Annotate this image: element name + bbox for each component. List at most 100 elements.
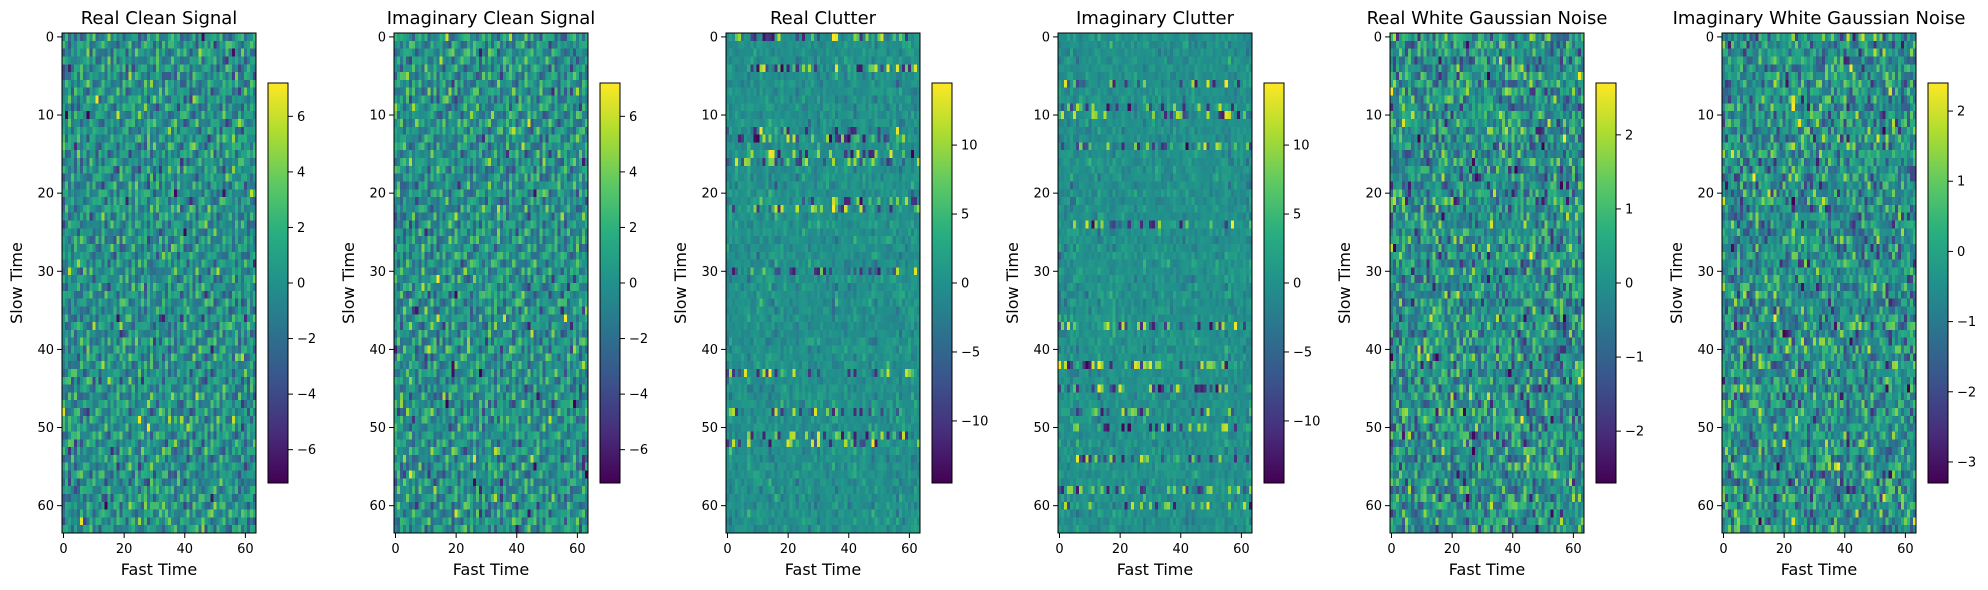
heatmap-cell <box>246 361 251 370</box>
heatmap-cell <box>162 439 166 448</box>
heatmap-cell <box>186 400 190 409</box>
heatmap-cell <box>225 79 230 89</box>
heatmap-cell <box>119 118 123 128</box>
heatmap-cell <box>128 189 133 198</box>
heatmap-cell <box>165 251 169 260</box>
heatmap-cell <box>237 72 242 81</box>
heatmap-cell <box>125 243 130 253</box>
heatmap-cell <box>497 33 501 42</box>
heatmap-cell <box>530 95 534 104</box>
heatmap-cell <box>228 431 233 440</box>
heatmap-cell <box>252 493 257 503</box>
heatmap-cell <box>83 72 87 81</box>
heatmap-cell <box>180 56 184 65</box>
heatmap-cell <box>225 290 230 299</box>
heatmap-cell <box>152 447 157 456</box>
heatmap-cell <box>143 345 148 354</box>
heatmap-cell <box>533 95 537 104</box>
heatmap-cell <box>228 197 233 206</box>
heatmap-cell <box>92 392 96 401</box>
heatmap-cell <box>252 150 257 159</box>
heatmap-cell <box>228 72 233 81</box>
heatmap-cell <box>231 212 236 221</box>
heatmap-cell <box>204 243 208 253</box>
heatmap-cell <box>506 64 510 73</box>
heatmap-cell <box>246 478 251 487</box>
heatmap-cell <box>472 111 477 120</box>
heatmap-cell <box>186 384 190 393</box>
heatmap-cell <box>131 517 136 526</box>
heatmap-cell <box>192 95 196 104</box>
heatmap-cell <box>116 384 120 393</box>
heatmap-cell <box>189 40 193 49</box>
heatmap-cell <box>222 64 227 73</box>
heatmap-cell <box>189 470 193 479</box>
heatmap-cell <box>95 384 99 393</box>
heatmap-cell <box>243 314 248 323</box>
heatmap-cell <box>243 400 248 409</box>
heatmap-cell <box>189 158 193 167</box>
heatmap-cell <box>530 79 534 89</box>
heatmap-cell <box>524 95 528 104</box>
heatmap-cell <box>140 298 145 307</box>
heatmap-cell <box>213 337 217 346</box>
heatmap-cell <box>104 462 108 471</box>
heatmap-cell <box>551 103 556 112</box>
heatmap-cell <box>183 228 187 237</box>
heatmap-cell <box>74 353 78 362</box>
heatmap-cell <box>119 126 123 135</box>
heatmap-cell <box>246 462 251 471</box>
heatmap-cell <box>219 509 224 518</box>
heatmap-cell <box>189 259 193 268</box>
heatmap-cell <box>83 158 87 167</box>
heatmap-cell <box>219 462 224 471</box>
heatmap-cell <box>192 361 196 370</box>
heatmap-cell <box>457 72 462 81</box>
heatmap-cell <box>189 306 193 315</box>
heatmap-cell <box>119 314 123 323</box>
heatmap-cell <box>186 48 190 57</box>
heatmap-cell <box>65 431 69 440</box>
heatmap-cell <box>198 259 202 268</box>
heatmap-cell <box>225 251 230 260</box>
heatmap-cell <box>569 79 574 89</box>
heatmap-cell <box>183 368 187 378</box>
heatmap-cell <box>225 220 230 229</box>
heatmap-cell <box>231 368 236 378</box>
heatmap-cell <box>228 48 233 57</box>
heatmap-cell <box>98 283 102 292</box>
heatmap-cell <box>240 72 245 81</box>
heatmap-cell <box>128 259 133 268</box>
heatmap-cell <box>183 462 187 471</box>
heatmap-cell <box>101 517 105 526</box>
heatmap-cell <box>77 415 81 424</box>
heatmap-cell <box>152 95 157 104</box>
heatmap-cell <box>168 353 172 362</box>
heatmap-cell <box>545 111 549 120</box>
heatmap-cell <box>95 322 99 331</box>
heatmap-cell <box>92 126 96 135</box>
heatmap-cell <box>171 462 175 471</box>
heatmap-cell <box>83 189 87 198</box>
heatmap-cell <box>234 56 239 65</box>
heatmap-cell <box>101 415 105 424</box>
heatmap-cell <box>415 103 419 112</box>
heatmap-cell <box>442 134 446 143</box>
heatmap-cell <box>231 40 236 49</box>
heatmap-cell <box>155 251 160 260</box>
heatmap-cell <box>101 40 105 49</box>
heatmap-cell <box>165 158 169 167</box>
heatmap-cell <box>225 361 230 370</box>
heatmap-cell <box>439 33 443 42</box>
heatmap-cell <box>500 111 504 120</box>
heatmap-cell <box>207 501 211 510</box>
heatmap-cell <box>246 95 251 104</box>
heatmap-cell <box>225 126 230 135</box>
heatmap-cell <box>207 345 211 354</box>
heatmap-cell <box>249 259 254 268</box>
heatmap-cell <box>506 103 510 112</box>
heatmap-cell <box>107 376 111 385</box>
heatmap-cell <box>122 290 127 299</box>
heatmap-cell <box>83 150 87 159</box>
heatmap-cell <box>186 478 190 487</box>
